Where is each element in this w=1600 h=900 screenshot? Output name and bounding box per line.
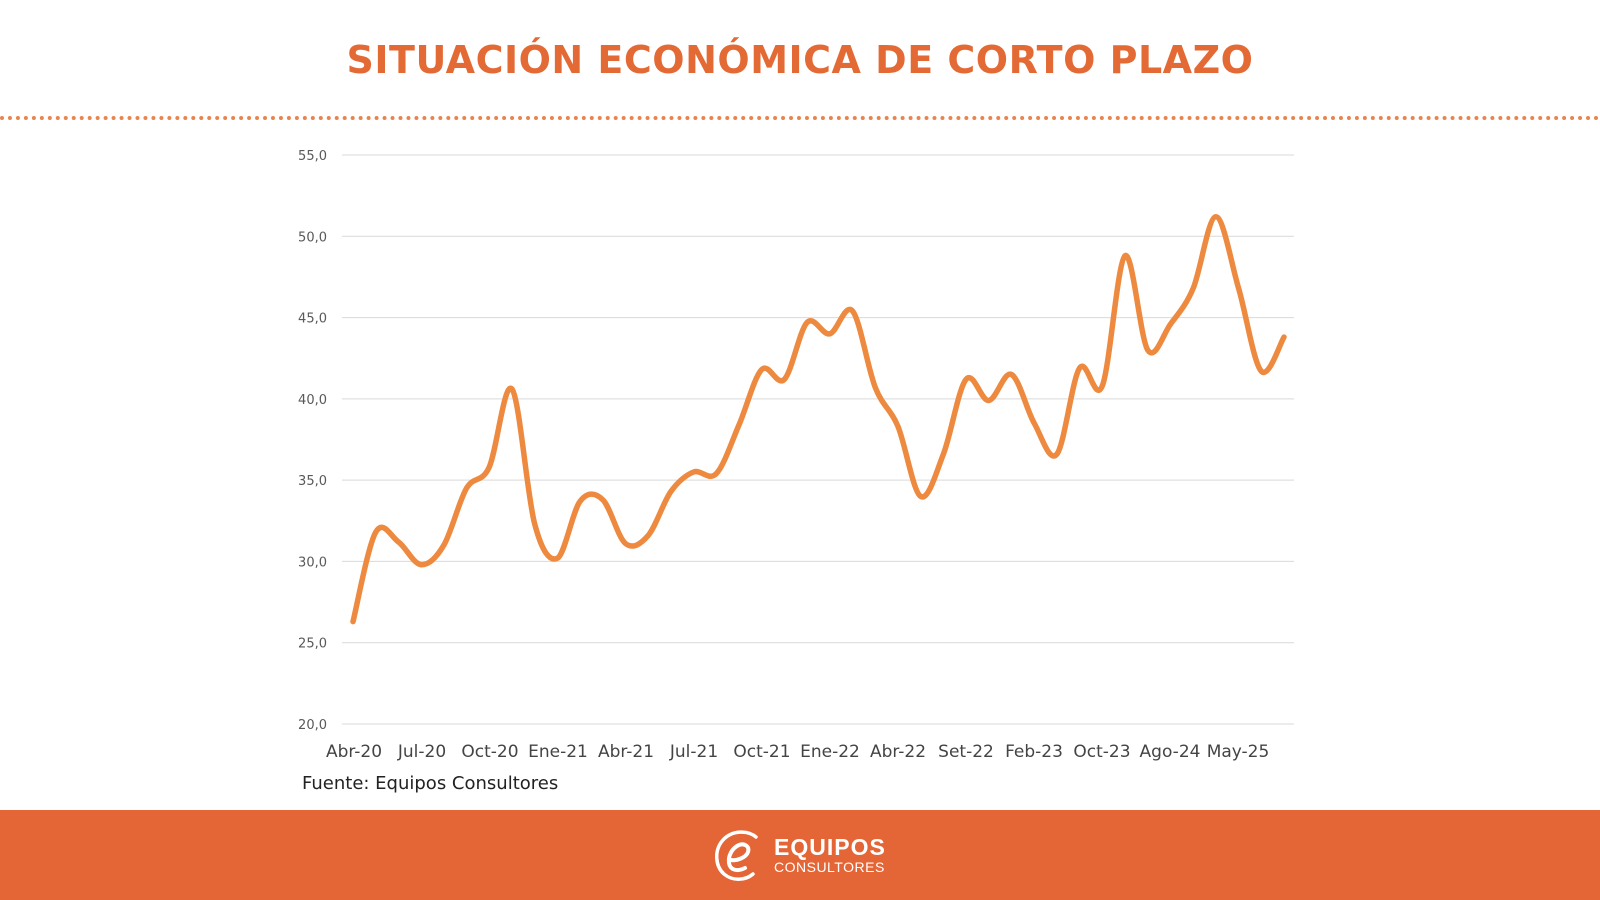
y-axis-labels: 20,0 25,0 30,0 35,0 40,0 45,0 50,0 55,0 — [298, 149, 327, 733]
data-point — [919, 494, 923, 498]
page-title: SITUACIÓN ECONÓMICA DE CORTO PLAZO — [346, 38, 1254, 82]
data-point — [1282, 335, 1286, 339]
x-tick-label: Ene-22 — [800, 742, 860, 762]
source-note: Fuente: Equipos Consultores — [302, 773, 559, 794]
x-tick-label: Abr-22 — [870, 742, 926, 762]
grid-lines — [342, 154, 1294, 725]
data-point — [1123, 254, 1127, 258]
data-point — [1146, 348, 1150, 352]
data-point — [1169, 322, 1173, 326]
data-point — [782, 377, 786, 381]
data-point — [1191, 286, 1195, 290]
data-point — [510, 387, 514, 391]
y-tick-label: 50,0 — [298, 230, 327, 245]
data-point — [465, 486, 469, 490]
data-point — [692, 470, 696, 474]
data-point — [737, 423, 741, 427]
x-tick-label: Oct-20 — [461, 742, 518, 762]
e-letter-icon — [715, 830, 758, 881]
x-tick-label: Oct-21 — [733, 742, 790, 762]
data-point — [578, 499, 582, 503]
x-tick-label: Set-22 — [938, 742, 994, 762]
data-point — [419, 563, 423, 567]
company-logo: EQUIPOS CONSULTORES — [712, 825, 886, 885]
x-tick-label: May-25 — [1207, 742, 1270, 762]
y-tick-label: 45,0 — [298, 312, 327, 327]
y-tick-label: 20,0 — [298, 718, 327, 733]
y-tick-label: 35,0 — [298, 474, 327, 489]
x-tick-label: Oct-23 — [1073, 742, 1130, 762]
data-point — [396, 540, 400, 544]
data-point — [828, 332, 832, 336]
data-point — [624, 542, 628, 546]
x-tick-label: Ene-21 — [528, 742, 588, 762]
data-point — [555, 556, 559, 560]
logo-sub-text: CONSULTORES — [774, 859, 885, 875]
data-point — [1100, 384, 1104, 388]
data-point — [351, 620, 355, 624]
x-axis-labels: Abr-20 Jul-20 Oct-20 Ene-21 Abr-21 Jul-21 Oct-… — [326, 742, 1269, 762]
data-point — [1237, 286, 1241, 290]
data-point — [1032, 421, 1036, 425]
y-tick-label: 55,0 — [298, 149, 327, 164]
data-point — [987, 399, 991, 403]
data-point — [714, 472, 718, 476]
line-chart: 20,0 25,0 30,0 35,0 40,0 45,0 50,0 55,0 Abr-20 J… — [298, 149, 1294, 762]
data-point — [442, 543, 446, 547]
data-point — [601, 498, 605, 502]
data-point — [487, 465, 491, 469]
dotted-divider — [0, 116, 1600, 120]
data-point — [669, 490, 673, 494]
x-tick-label: Jul-21 — [669, 742, 718, 762]
data-point — [760, 368, 764, 372]
data-point — [873, 386, 877, 390]
data-point — [533, 522, 537, 526]
series-layer — [350, 214, 1287, 625]
y-tick-label: 40,0 — [298, 393, 327, 408]
data-point — [374, 530, 378, 534]
x-tick-label: Abr-21 — [598, 742, 654, 762]
series-line — [350, 214, 1287, 625]
x-tick-label: Jul-20 — [397, 742, 446, 762]
footer-bar: EQUIPOS CONSULTORES — [0, 810, 1600, 900]
x-tick-label: Ago-24 — [1140, 742, 1201, 762]
data-point — [1055, 452, 1059, 456]
data-point — [1214, 215, 1218, 219]
y-tick-label: 25,0 — [298, 637, 327, 652]
data-point — [1078, 366, 1082, 370]
data-point — [964, 377, 968, 381]
data-point — [805, 320, 809, 324]
data-point — [896, 425, 900, 429]
data-point — [646, 533, 650, 537]
data-point — [1010, 373, 1014, 377]
logo-main-text: EQUIPOS — [774, 834, 886, 860]
y-tick-label: 30,0 — [298, 555, 327, 570]
data-point — [941, 452, 945, 456]
data-point — [851, 309, 855, 313]
x-tick-label: Feb-23 — [1005, 742, 1063, 762]
x-tick-label: Abr-20 — [326, 742, 382, 762]
data-point — [1259, 369, 1263, 373]
